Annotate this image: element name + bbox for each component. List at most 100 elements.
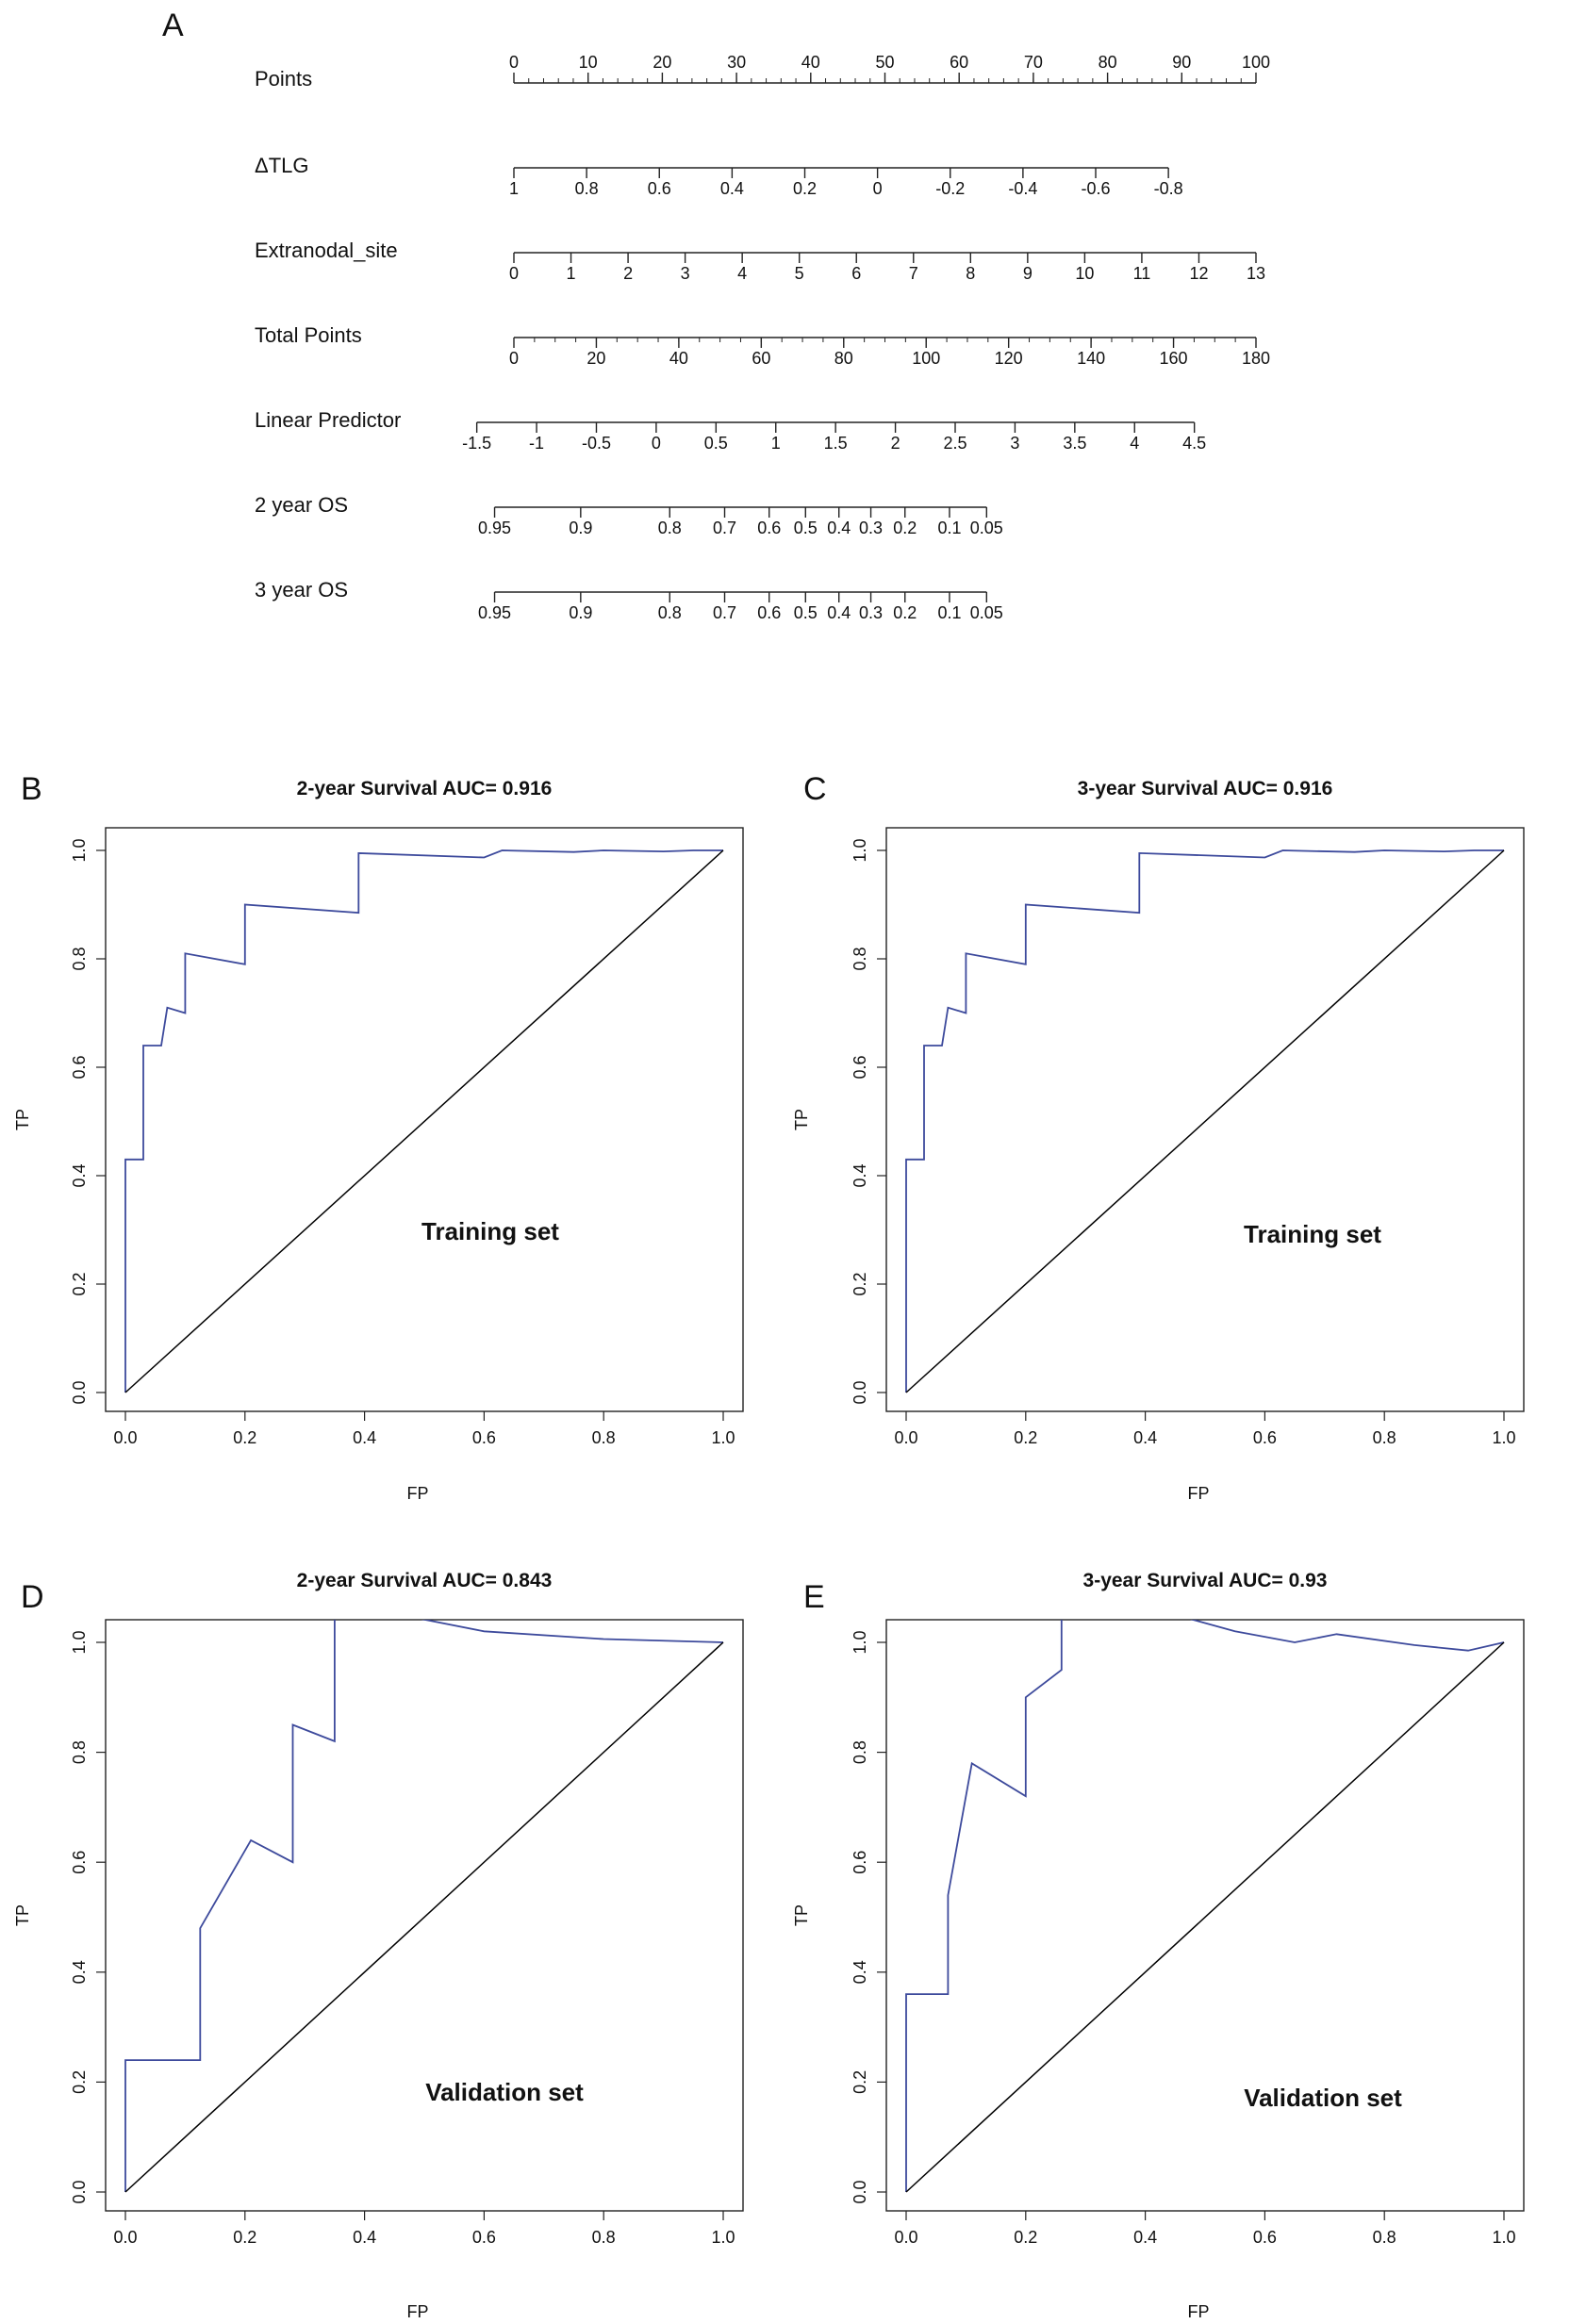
y-tick-label: 0.0 (851, 2180, 869, 2203)
nomogram-tick-label: 0 (509, 349, 519, 368)
y-tick-label: 0.4 (70, 1163, 89, 1187)
nomogram-tick-label: 20 (653, 53, 671, 72)
roc-panel: B 2-year Survival AUC= 0.916 0.0 0.2 0.4 0.6 0… (13, 771, 744, 1503)
nomogram-tick-label: 3.5 (1063, 434, 1086, 453)
x-tick-label: 0.2 (1014, 1428, 1037, 1447)
nomogram-row-label: Total Points (255, 323, 362, 347)
x-tick-label: 0.2 (233, 2228, 256, 2247)
reference-diagonal (905, 849, 1505, 1393)
nomogram-tick-label: -0.6 (1081, 179, 1110, 198)
nomogram-tick-label: 20 (586, 349, 605, 368)
nomogram-tick-label: 30 (727, 53, 746, 72)
nomogram-row-label: 2 year OS (255, 493, 348, 517)
nomogram-tick-label: 0.9 (569, 603, 592, 622)
nomogram-row: 3 year OS 0.95 0.9 0.8 0.7 0.6 0.5 0.4 0.3 0.2 0.1… (255, 578, 1003, 622)
nomogram-row: ΔTLG 1 0.8 0.6 0.4 0.2 0 -0.2 -0.4 -0.6 -0.8 (255, 154, 1183, 198)
nomogram-tick-label: 0.2 (893, 603, 917, 622)
y-tick-label: 1.0 (851, 1630, 869, 1654)
nomogram-tick-label: 0.6 (648, 179, 671, 198)
roc-curve (905, 1620, 1505, 2192)
nomogram-tick-label: 0.5 (794, 519, 818, 537)
y-tick-label: 0.8 (70, 947, 89, 970)
x-tick-label: 0.2 (233, 1428, 256, 1447)
nomogram-tick-label: 80 (834, 349, 853, 368)
x-tick-label: 1.0 (711, 1428, 735, 1447)
roc-curve (124, 1620, 724, 2192)
nomogram-tick-label: 80 (1099, 53, 1117, 72)
nomogram-tick-label: 7 (909, 264, 918, 283)
roc-title: 3-year Survival AUC= 0.93 (1083, 1570, 1328, 1591)
nomogram-row-label: ΔTLG (255, 154, 308, 177)
set-annotation: Training set (1244, 1220, 1381, 1248)
nomogram-row: Points 0 10 20 30 40 50 60 70 80 90 100 (255, 53, 1270, 91)
y-tick-label: 0.2 (70, 2070, 89, 2094)
x-tick-label: 0.0 (113, 2228, 137, 2247)
nomogram-tick-label: 1 (771, 434, 781, 453)
x-tick-label: 0.8 (592, 1428, 616, 1447)
x-tick-label: 0.4 (1133, 1428, 1157, 1447)
set-annotation: Validation set (425, 2078, 584, 2106)
y-tick-label: 0.8 (851, 947, 869, 970)
nomogram-tick-label: 4 (1130, 434, 1139, 453)
y-axis-label: TP (13, 1904, 32, 1926)
nomogram-tick-label: 0.3 (859, 603, 883, 622)
nomogram-tick-label: 0 (509, 53, 519, 72)
nomogram-tick-label: 0.1 (937, 519, 961, 537)
x-axis-label: FP (1187, 2302, 1209, 2321)
y-tick-label: 0.4 (70, 1960, 89, 1984)
panel-letter: E (803, 1579, 825, 1615)
y-tick-label: 0.6 (851, 1055, 869, 1079)
nomogram-tick-label: -0.4 (1008, 179, 1037, 198)
x-tick-label: 0.4 (353, 1428, 376, 1447)
y-tick-label: 0.0 (70, 1380, 89, 1404)
nomogram-tick-label: 180 (1242, 349, 1270, 368)
nomogram-tick-label: 100 (912, 349, 940, 368)
x-axis-label: FP (406, 1484, 428, 1503)
nomogram-tick-label: 0 (509, 264, 519, 283)
nomogram-tick-label: 1 (567, 264, 576, 283)
roc-curve (905, 849, 1504, 1393)
panel-letter-a: A (162, 8, 184, 43)
nomogram-row-label: 3 year OS (255, 578, 348, 602)
plot-frame (885, 1619, 1525, 2212)
nomogram-tick-label: 2 (623, 264, 633, 283)
nomogram-tick-label: 2 (891, 434, 900, 453)
nomogram-tick-label: 11 (1133, 264, 1151, 283)
nomogram-tick-label: 13 (1247, 264, 1265, 283)
roc-title: 3-year Survival AUC= 0.916 (1078, 778, 1333, 799)
y-tick-label: 0.0 (70, 2180, 89, 2203)
x-axis-label: FP (406, 2302, 428, 2321)
x-tick-label: 0.6 (472, 2228, 496, 2247)
nomogram-tick-label: 1 (509, 179, 519, 198)
x-tick-label: 0.6 (1253, 1428, 1277, 1447)
x-tick-label: 0.8 (1373, 2228, 1396, 2247)
y-tick-label: 0.2 (851, 2070, 869, 2094)
nomogram-tick-label: 0.6 (757, 519, 781, 537)
reference-diagonal (124, 1641, 724, 2193)
nomogram-tick-label: -0.2 (935, 179, 965, 198)
plot-frame (885, 827, 1525, 1412)
nomogram-tick-label: 3 (1010, 434, 1019, 453)
nomogram-tick-label: 2.5 (943, 434, 966, 453)
nomogram-tick-label: 0.4 (827, 519, 851, 537)
y-axis-label: TP (792, 1904, 811, 1926)
panel-letter: D (21, 1579, 44, 1615)
y-tick-label: 1.0 (70, 1630, 89, 1654)
x-tick-label: 1.0 (1492, 2228, 1515, 2247)
nomogram-tick-label: 6 (851, 264, 861, 283)
roc-curve (124, 849, 723, 1393)
set-annotation: Validation set (1244, 2084, 1402, 2112)
y-axis-label: TP (13, 1109, 32, 1130)
x-axis-label: FP (1187, 1484, 1209, 1503)
x-tick-label: 0.6 (472, 1428, 496, 1447)
y-tick-label: 0.6 (70, 1851, 89, 1874)
nomogram-row: Linear Predictor -1.5 -1 -0.5 0 0.5 1 1.5 2 2.5 3 3… (255, 408, 1206, 453)
nomogram-tick-label: 0.3 (859, 519, 883, 537)
x-tick-label: 0.4 (1133, 2228, 1157, 2247)
nomogram-tick-label: 0 (652, 434, 661, 453)
nomogram-tick-label: 0.2 (793, 179, 817, 198)
panel-letter: C (803, 771, 827, 807)
nomogram-tick-label: 3 (681, 264, 690, 283)
